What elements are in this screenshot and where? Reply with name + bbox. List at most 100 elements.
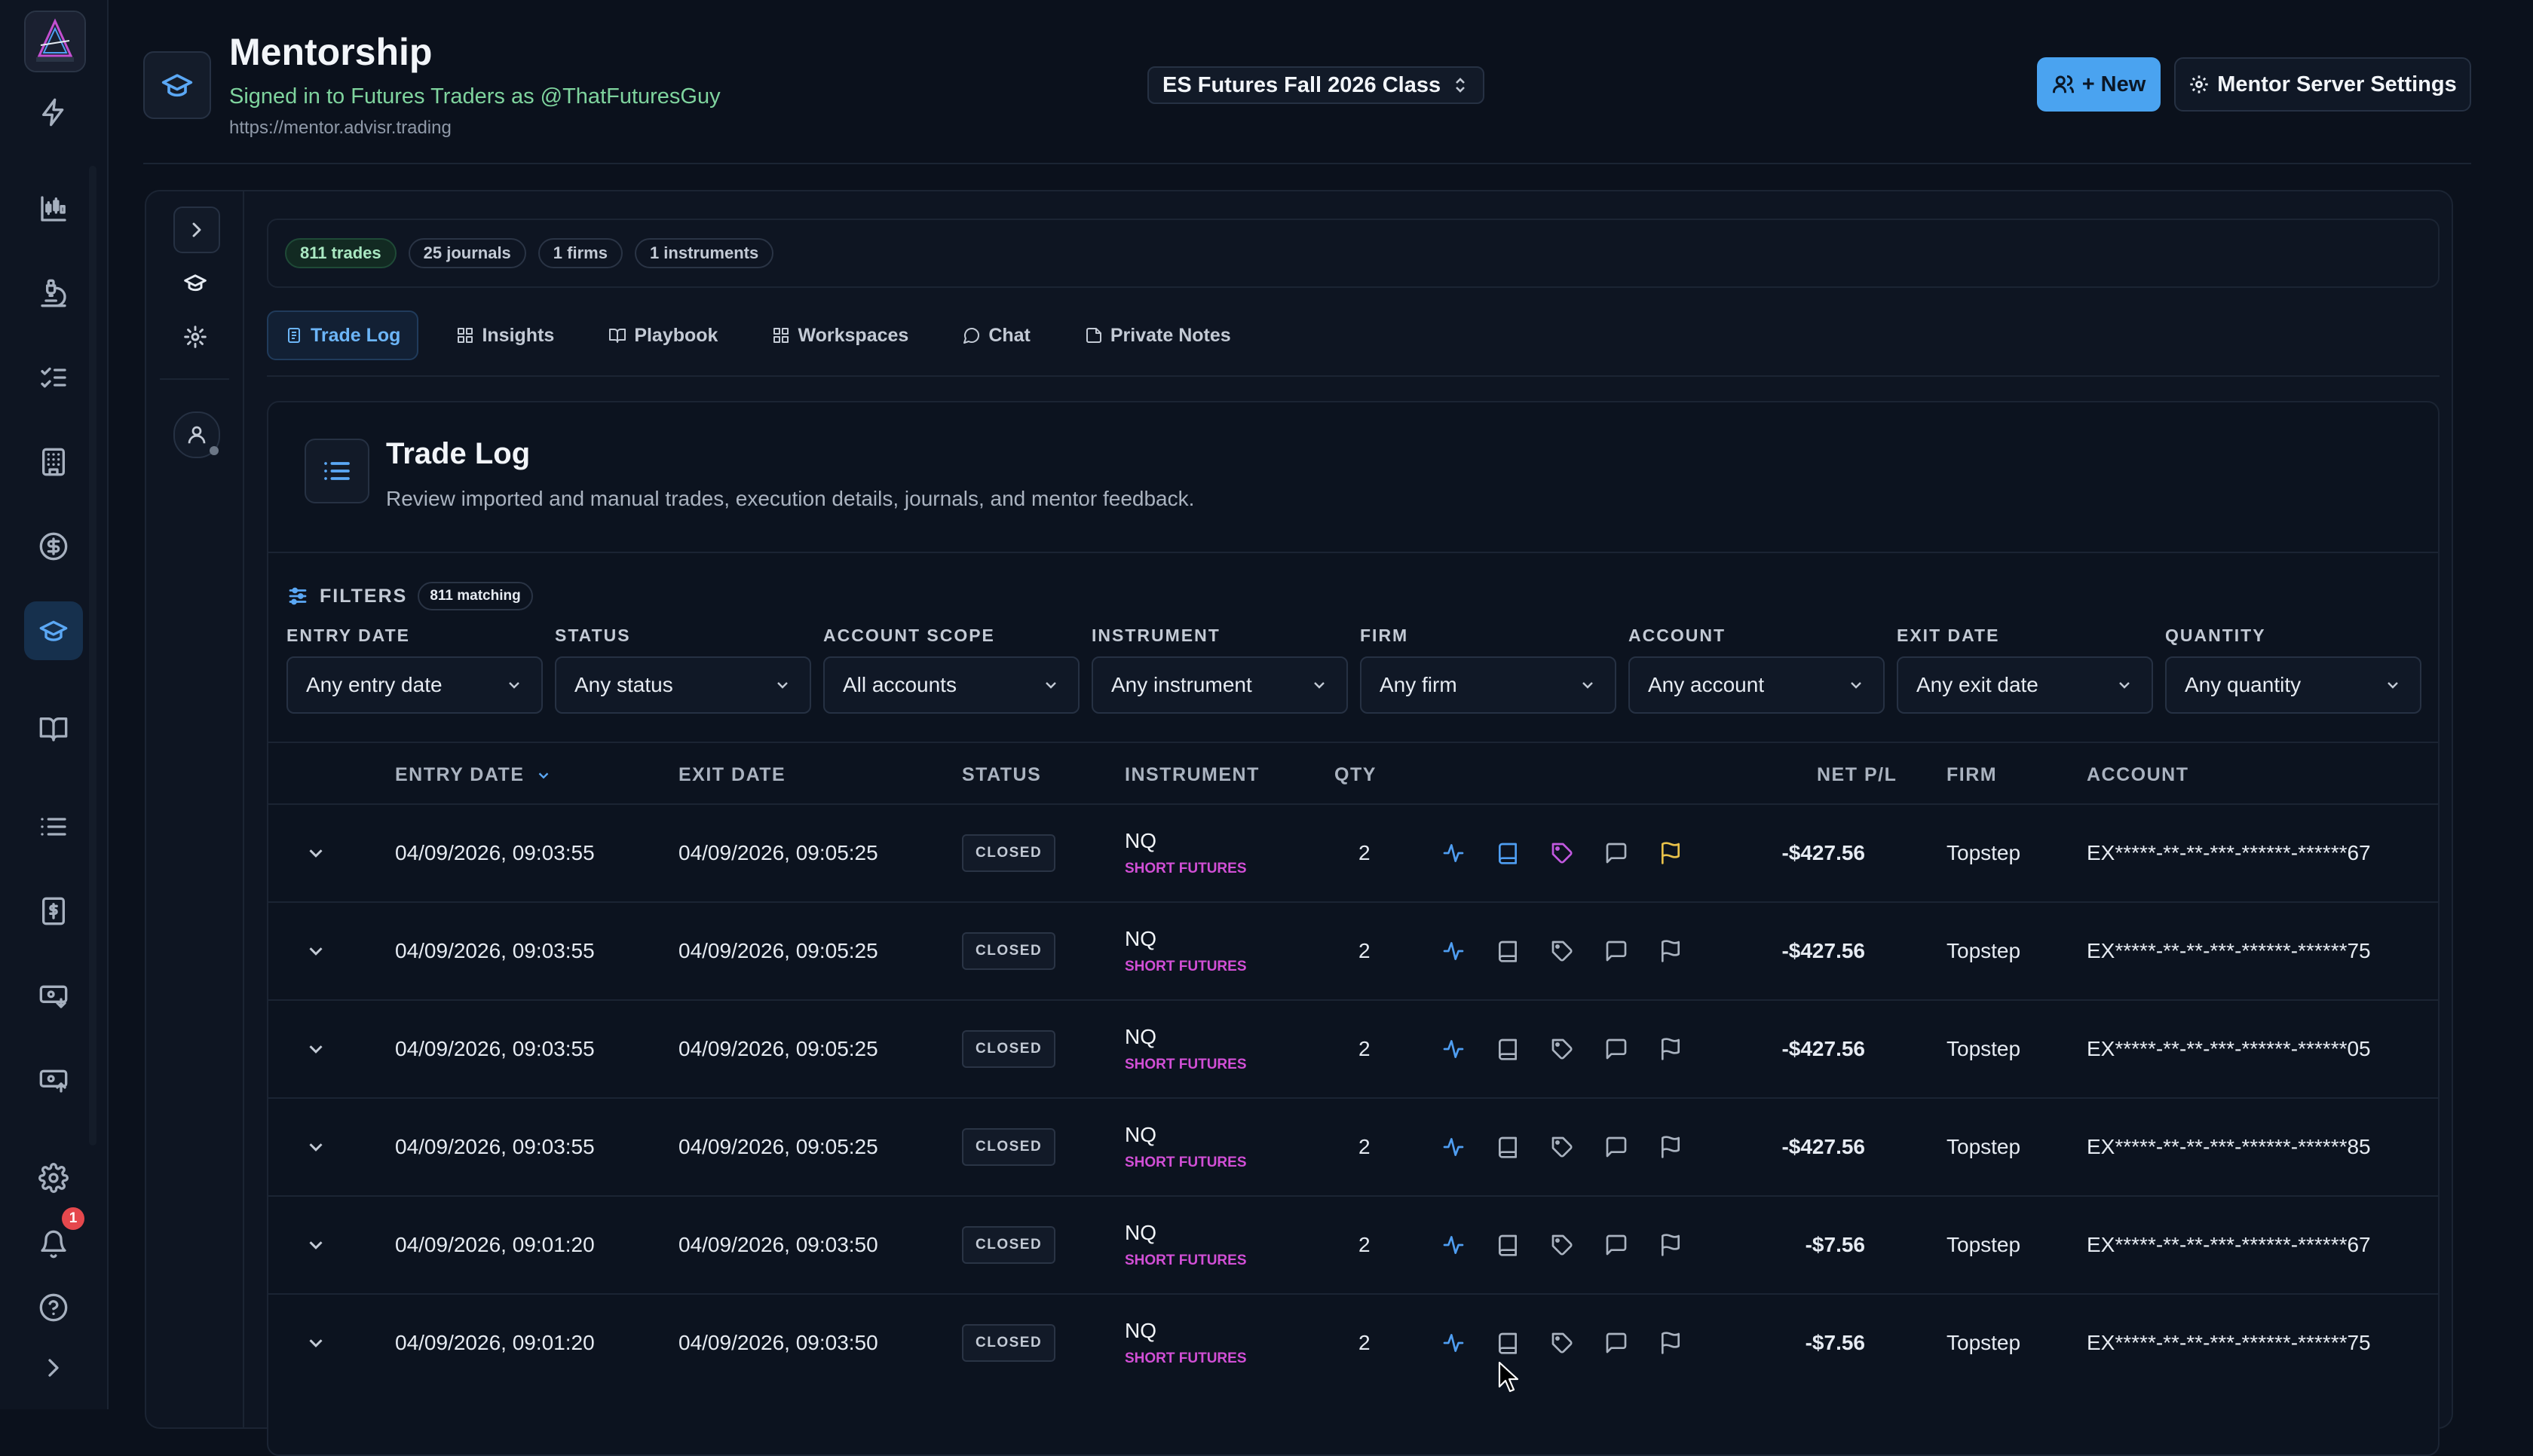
bolt-icon[interactable] [24,83,83,142]
tabs-divider [267,375,2440,377]
tag-icon[interactable] [1544,1129,1580,1165]
column-header-status[interactable]: STATUS [962,764,1041,786]
tab-label: Insights [482,324,555,346]
flag-icon[interactable] [1652,933,1689,969]
building-icon[interactable] [24,433,83,491]
comment-icon[interactable] [1598,1227,1634,1263]
payout-upload-icon[interactable] [24,1051,83,1109]
filter-select[interactable]: Any instrument [1092,656,1348,714]
table-row[interactable]: 04/09/2026, 09:01:20 04/09/2026, 09:03:50… [268,1195,2438,1293]
column-header-instrument[interactable]: INSTRUMENT [1125,764,1260,786]
list-icon[interactable] [24,797,83,856]
chart-pulse-icon[interactable] [1435,1031,1472,1067]
filter-select[interactable]: Any entry date [286,656,543,714]
tag-icon[interactable] [1544,1227,1580,1263]
journal-book-icon[interactable] [1490,1325,1526,1361]
book-open-icon[interactable] [24,699,83,758]
chart-pulse-icon[interactable] [1435,1325,1472,1361]
comment-icon[interactable] [1598,1325,1634,1361]
new-button[interactable]: + New [2037,57,2161,112]
comment-icon[interactable] [1598,835,1634,871]
journal-book-icon[interactable] [1490,933,1526,969]
mentorship-cap-icon[interactable] [173,261,217,304]
tab-private-notes[interactable]: Private Notes [1068,310,1248,360]
expand-row-chevron-icon[interactable] [305,1295,327,1391]
expand-row-chevron-icon[interactable] [305,805,327,901]
filter-select[interactable]: All accounts [823,656,1080,714]
receipt-dollar-icon[interactable] [24,882,83,941]
class-selector[interactable]: ES Futures Fall 2026 Class [1147,66,1485,104]
expand-row-chevron-icon[interactable] [305,1099,327,1195]
rail-scrollbar[interactable] [89,166,96,1146]
expand-row-chevron-icon[interactable] [305,903,327,999]
journal-book-icon[interactable] [1490,1031,1526,1067]
flag-icon[interactable] [1652,835,1689,871]
table-row[interactable]: 04/09/2026, 09:03:55 04/09/2026, 09:05:25… [268,901,2438,999]
expand-sidebar-chevron-icon[interactable] [24,1338,83,1397]
chart-pulse-icon[interactable] [1435,835,1472,871]
filter-value: Any exit date [1916,673,2038,696]
help-circle-icon[interactable] [24,1278,83,1337]
payout-download-icon[interactable] [24,966,83,1025]
candlestick-chart-icon[interactable] [24,179,83,238]
flag-icon[interactable] [1652,1129,1689,1165]
filter-label: INSTRUMENT [1092,626,1221,645]
filter-select[interactable]: Any account [1628,656,1885,714]
filter-firm: FIRM Any firm [1360,626,1616,714]
tag-icon[interactable] [1544,1031,1580,1067]
filter-value: Any status [574,673,673,696]
column-header-qty[interactable]: QTY [1334,764,1377,786]
subrail-divider [160,378,229,380]
mentor-server-settings-button[interactable]: Mentor Server Settings [2174,57,2471,112]
panel-settings-gear-icon[interactable] [173,315,217,359]
comment-icon[interactable] [1598,1129,1634,1165]
column-header-firm[interactable]: FIRM [1946,764,1997,786]
checklist-icon[interactable] [24,348,83,407]
table-row[interactable]: 04/09/2026, 09:03:55 04/09/2026, 09:05:25… [268,999,2438,1097]
notifications-bell-icon[interactable]: 1 [24,1207,84,1274]
notification-count-badge: 1 [62,1207,84,1230]
flag-icon[interactable] [1652,1325,1689,1361]
settings-gear-icon[interactable] [24,1149,83,1207]
tab-workspaces[interactable]: Workspaces [755,310,925,360]
chart-pulse-icon[interactable] [1435,1129,1472,1165]
expand-row-chevron-icon[interactable] [305,1197,327,1293]
column-header-entry-date[interactable]: ENTRY DATE [395,764,552,786]
flag-icon[interactable] [1652,1227,1689,1263]
table-row[interactable]: 04/09/2026, 09:03:55 04/09/2026, 09:05:25… [268,1097,2438,1195]
chart-pulse-icon[interactable] [1435,1227,1472,1263]
journal-book-icon[interactable] [1490,1129,1526,1165]
filter-select[interactable]: Any exit date [1897,656,2153,714]
table-row[interactable]: 04/09/2026, 09:01:20 04/09/2026, 09:03:50… [268,1293,2438,1391]
comment-icon[interactable] [1598,933,1634,969]
account-cell: EX*****-**-**-***-******-******85 [2087,1135,2371,1158]
account-cell: EX*****-**-**-***-******-******75 [2087,939,2371,962]
journal-book-icon[interactable] [1490,1227,1526,1263]
expand-panel-chevron-icon[interactable] [173,206,220,253]
column-header-exit-date[interactable]: EXIT DATE [678,764,786,786]
user-avatar[interactable] [173,411,220,458]
expand-row-chevron-icon[interactable] [305,1001,327,1097]
advisr-logo[interactable] [24,11,86,72]
journal-book-icon[interactable] [1490,835,1526,871]
mentorship-graduation-cap-icon[interactable] [24,601,83,660]
chart-pulse-icon[interactable] [1435,933,1472,969]
tag-icon[interactable] [1544,933,1580,969]
filter-select[interactable]: Any firm [1360,656,1616,714]
flag-icon[interactable] [1652,1031,1689,1067]
column-header-account[interactable]: ACCOUNT [2087,764,2189,786]
microscope-icon[interactable] [24,264,83,323]
account-cell: EX*****-**-**-***-******-******05 [2087,1037,2371,1060]
tag-icon[interactable] [1544,1325,1580,1361]
table-row[interactable]: 04/09/2026, 09:03:55 04/09/2026, 09:05:25… [268,803,2438,901]
filter-select[interactable]: Any quantity [2165,656,2421,714]
tab-playbook[interactable]: Playbook [592,310,734,360]
comment-icon[interactable] [1598,1031,1634,1067]
column-header-net-pl[interactable]: NET P/L [1817,764,1897,786]
filter-select[interactable]: Any status [555,656,811,714]
dollar-circle-icon[interactable] [24,517,83,576]
tag-icon[interactable] [1544,835,1580,871]
tab-chat[interactable]: Chat [946,310,1047,360]
tab-insights[interactable]: Insights [440,310,571,360]
tab-trade-log[interactable]: Trade Log [267,310,419,360]
